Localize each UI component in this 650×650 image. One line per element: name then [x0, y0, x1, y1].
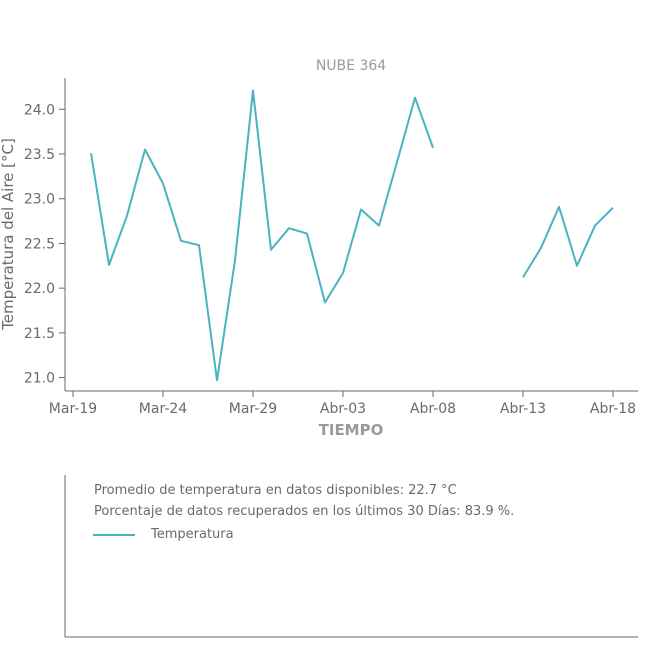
y-tick-label: 21.5: [24, 326, 55, 342]
y-tick-label: 21.0: [24, 371, 55, 387]
y-tick-label: 22.5: [24, 236, 55, 252]
y-tick-label: 22.0: [24, 281, 55, 297]
legend-label: Temperatura: [150, 527, 234, 542]
info-recovered-text: Porcentaje de datos recuperados en los ú…: [94, 504, 514, 519]
x-tick-label: Mar-29: [229, 401, 277, 417]
series-line-segment-2: [522, 205, 614, 278]
series-line-segment-1: [90, 89, 434, 382]
info-average-text: Promedio de temperatura en datos disponi…: [94, 483, 457, 498]
y-ticks: 21.0 21.5 22.0 22.5 23.0 23.5 24.0: [24, 102, 65, 387]
x-tick-label: Mar-24: [139, 401, 187, 417]
x-tick-label: Mar-19: [49, 401, 97, 417]
y-tick-label: 23.5: [24, 147, 55, 163]
x-tick-label: Abr-13: [500, 401, 546, 417]
x-tick-label: Abr-03: [320, 401, 366, 417]
series-lines: [90, 89, 614, 382]
y-axis-label: Temperatura del Aire [°C]: [0, 138, 17, 331]
x-ticks: Mar-19 Mar-24 Mar-29 Abr-03 Abr-08 Abr-13 Abr-…: [49, 391, 636, 417]
x-tick-label: Abr-08: [410, 401, 456, 417]
chart-title: NUBE 364: [316, 58, 386, 74]
y-tick-label: 24.0: [24, 102, 55, 118]
y-tick-label: 23.0: [24, 192, 55, 208]
x-axis-label: TIEMPO: [319, 421, 384, 439]
x-tick-label: Abr-18: [590, 401, 636, 417]
